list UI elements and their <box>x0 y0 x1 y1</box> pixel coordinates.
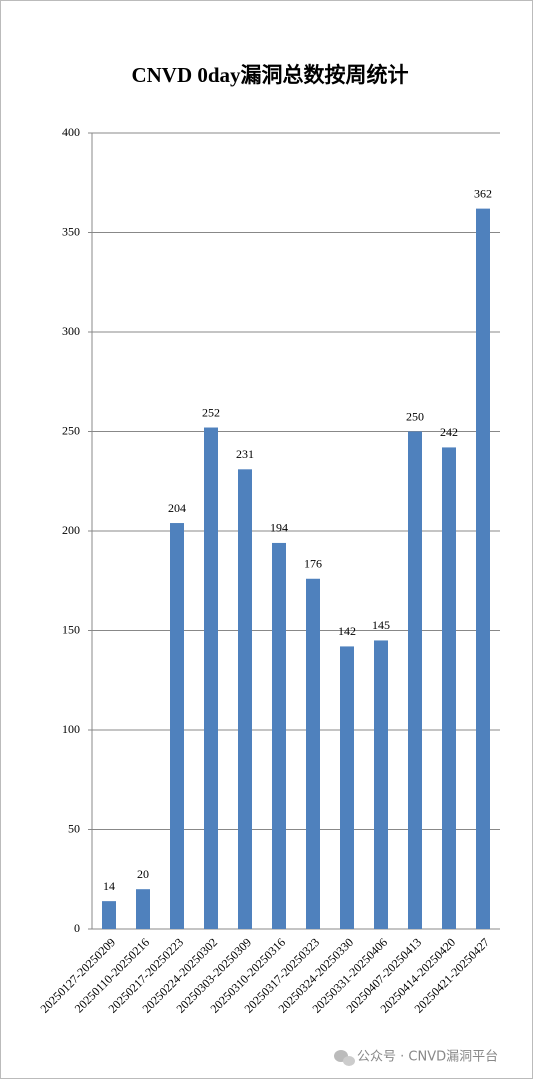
data-label: 231 <box>236 447 254 461</box>
y-tick-label: 100 <box>62 722 80 736</box>
y-tick-label: 350 <box>62 224 80 238</box>
bar <box>340 646 354 929</box>
watermark-icon <box>343 1056 355 1066</box>
bar <box>136 889 150 929</box>
bar <box>204 427 218 929</box>
bar <box>170 523 184 929</box>
y-tick-label: 200 <box>62 523 80 537</box>
bar <box>102 901 116 929</box>
data-label: 250 <box>406 409 424 423</box>
bar <box>238 469 252 929</box>
data-label: 145 <box>372 618 390 632</box>
data-label: 20 <box>137 867 149 881</box>
chart-title: CNVD 0day漏洞总数按周统计 <box>131 63 408 87</box>
bar <box>476 208 490 929</box>
y-tick-label: 400 <box>62 125 80 139</box>
watermark-text: 公众号 · CNVD漏洞平台 <box>357 1049 498 1065</box>
y-tick-label: 250 <box>62 423 80 437</box>
y-tick-label: 50 <box>68 821 80 835</box>
data-label: 252 <box>202 405 220 419</box>
data-label: 204 <box>168 501 186 515</box>
data-label: 14 <box>103 879 115 893</box>
y-tick-label: 300 <box>62 324 80 338</box>
watermark: 公众号 · CNVD漏洞平台 <box>334 1049 498 1066</box>
data-label: 176 <box>304 557 322 571</box>
bar <box>408 431 422 929</box>
data-label: 142 <box>338 624 356 638</box>
data-label: 242 <box>440 425 458 439</box>
bar <box>272 542 286 929</box>
bar <box>442 447 456 929</box>
bar <box>374 640 388 929</box>
data-label: 362 <box>474 186 492 200</box>
data-label: 194 <box>270 521 288 535</box>
y-tick-label: 150 <box>62 622 80 636</box>
bar <box>306 578 320 929</box>
y-tick-label: 0 <box>74 921 80 935</box>
